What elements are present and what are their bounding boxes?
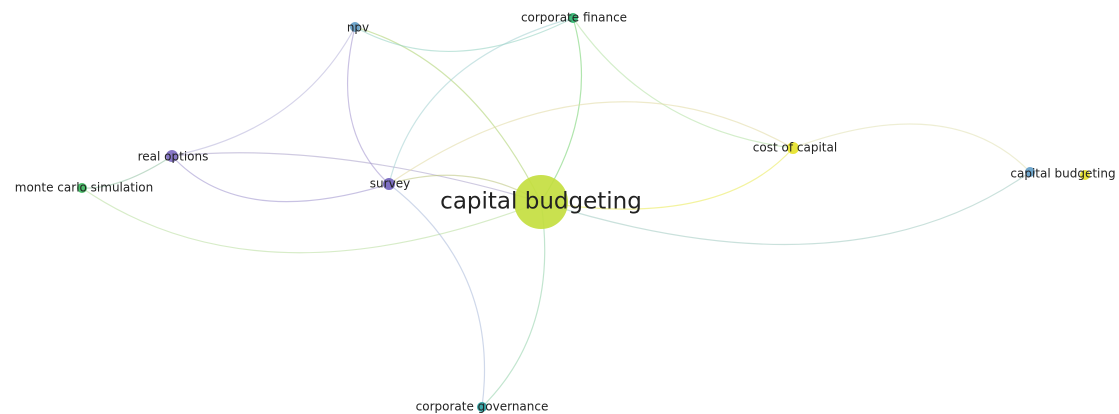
node	[514, 175, 568, 229]
node-label: capital budgeting	[440, 189, 642, 215]
edge	[171, 155, 390, 203]
node-label: corporate finance	[521, 11, 627, 25]
edge	[388, 101, 794, 185]
node-label: real options	[138, 150, 209, 164]
labels: capital budgeting npv corporate finance …	[15, 11, 1116, 414]
edge	[540, 147, 794, 210]
node-label: corporate governance	[416, 400, 549, 414]
edge	[481, 201, 546, 408]
nodes	[77, 13, 1090, 412]
node	[1080, 170, 1090, 180]
node	[787, 142, 799, 154]
node-label: monte carlo simulation	[15, 181, 153, 195]
node	[77, 183, 87, 193]
edge	[540, 171, 1031, 246]
node	[383, 178, 395, 190]
edge	[354, 17, 574, 52]
edge	[171, 26, 356, 157]
edges	[81, 17, 1031, 408]
edge	[346, 26, 390, 185]
node-label: npv	[347, 21, 369, 35]
edge	[792, 123, 1031, 173]
node	[568, 13, 578, 23]
node	[166, 150, 178, 162]
edge	[540, 17, 583, 203]
node	[350, 22, 360, 32]
edge	[572, 17, 794, 149]
node-label: cost of capital	[753, 141, 837, 155]
edge	[388, 17, 574, 185]
node-label: survey	[370, 177, 410, 191]
edge	[388, 183, 486, 408]
edge	[171, 152, 542, 203]
edge	[81, 155, 173, 189]
edge	[81, 187, 542, 254]
edge	[354, 26, 542, 203]
node-label: capital budgeting	[1010, 167, 1115, 181]
node	[1025, 167, 1035, 177]
node	[477, 402, 487, 412]
